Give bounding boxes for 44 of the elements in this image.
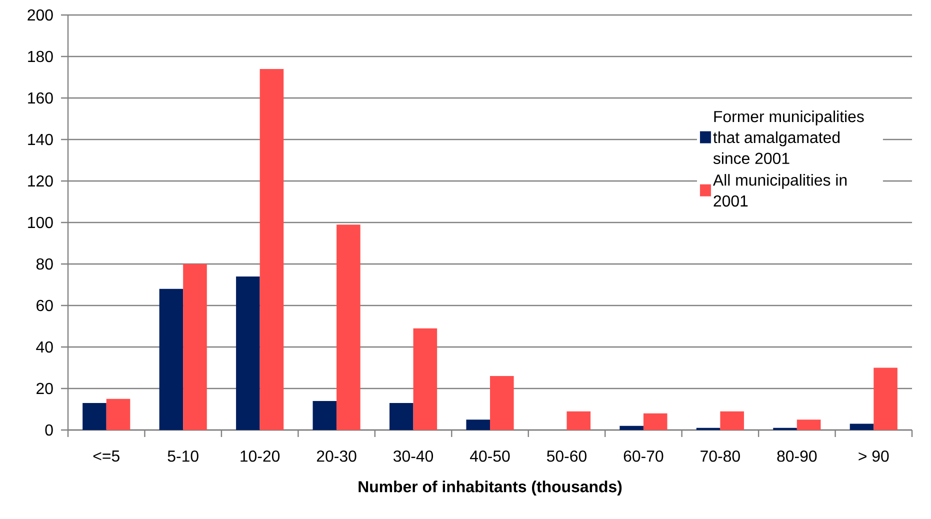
bar <box>106 398 130 430</box>
y-tick-label: 180 <box>28 50 53 62</box>
x-tick-label: 20-30 <box>316 450 356 462</box>
bar <box>82 403 106 430</box>
x-tick-label: <=5 <box>93 450 120 462</box>
bar <box>389 403 414 430</box>
bar <box>183 264 207 430</box>
bar <box>236 276 260 430</box>
y-tick-label: 0 <box>45 424 53 436</box>
bar <box>260 68 284 430</box>
bar <box>312 400 337 430</box>
y-tick-label: 140 <box>28 134 53 146</box>
y-tick-label: 40 <box>36 341 53 353</box>
bar <box>720 411 744 430</box>
x-tick-label: 80-90 <box>777 450 817 462</box>
x-tick-label: 30-40 <box>394 450 434 462</box>
y-tick-label: 200 <box>28 9 53 21</box>
x-tick-label: 50-60 <box>546 450 586 462</box>
bar <box>566 411 591 430</box>
y-tick-label: 20 <box>36 382 53 394</box>
x-axis-title: Number of inhabitants (thousands) <box>358 480 622 496</box>
x-tick-label: 70-80 <box>700 450 740 462</box>
bar <box>796 420 821 430</box>
bar <box>620 426 644 430</box>
bar <box>159 288 184 430</box>
x-tick-label: 60-70 <box>624 450 664 462</box>
y-tick-label: 60 <box>36 300 53 312</box>
y-tick-label: 120 <box>28 175 53 187</box>
x-tick-label: 5-10 <box>168 450 198 462</box>
bar <box>874 368 898 430</box>
x-tick-label: > 90 <box>858 450 889 462</box>
x-tick-label: 40-50 <box>470 450 510 462</box>
bar <box>643 413 668 430</box>
bar <box>466 420 490 430</box>
bar <box>490 376 514 430</box>
y-tick-label: 100 <box>28 216 53 228</box>
bar <box>850 424 874 430</box>
y-tick-label: 80 <box>36 258 53 270</box>
legend-label: Former municipalities that amalgamated since 2001 <box>713 110 864 164</box>
x-tick-label: 10-20 <box>240 450 280 462</box>
legend-label: All municipalities in 2001 <box>712 174 847 207</box>
bar <box>413 328 438 430</box>
bar <box>336 224 360 430</box>
y-tick-label: 160 <box>28 92 53 104</box>
